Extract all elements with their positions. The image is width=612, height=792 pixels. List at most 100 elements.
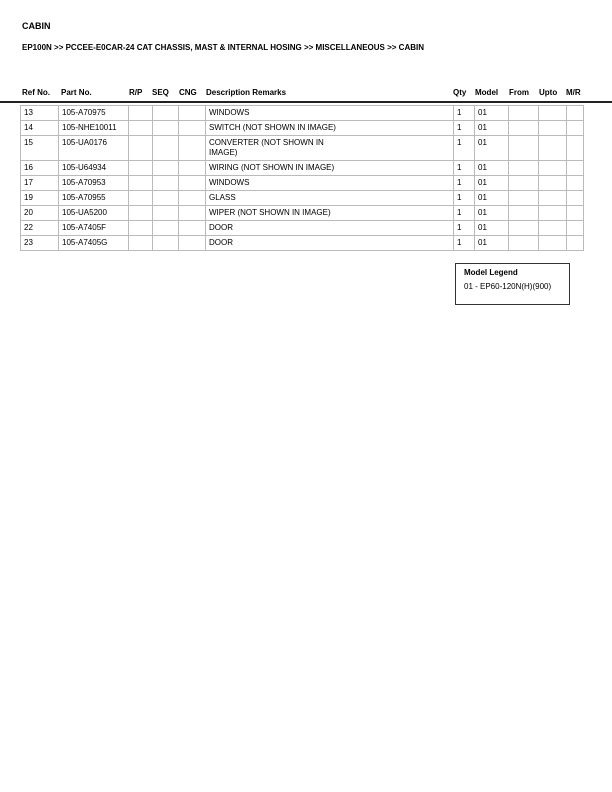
table-cell: SWITCH (NOT SHOWN IN IMAGE)	[205, 120, 454, 136]
table-cell	[152, 190, 179, 206]
table-cell	[152, 105, 179, 121]
column-header: CNG	[179, 88, 197, 97]
table-cell	[178, 220, 206, 236]
table-cell: 13	[20, 105, 59, 121]
table-cell: 20	[20, 205, 59, 221]
table-cell: 105-UA5200	[58, 205, 129, 221]
breadcrumb: EP100N >> PCCEE-E0CAR-24 CAT CHASSIS, MA…	[22, 43, 425, 52]
table-cell	[508, 105, 539, 121]
table-cell: 16	[20, 160, 59, 176]
table-cell	[152, 235, 179, 251]
table-cell: 23	[20, 235, 59, 251]
page-title: CABIN	[22, 21, 51, 31]
table-row: 17 105-A70953 WINDOWS 1 01	[20, 175, 584, 191]
table-cell	[508, 220, 539, 236]
table-cell	[178, 160, 206, 176]
table-row: 14 105-NHE10011 SWITCH (NOT SHOWN IN IMAGE…	[20, 120, 584, 136]
table-cell: 22	[20, 220, 59, 236]
table-cell	[128, 160, 153, 176]
table-cell	[128, 235, 153, 251]
table-cell	[538, 220, 567, 236]
table-cell: WIPER (NOT SHOWN IN IMAGE)	[205, 205, 454, 221]
table-cell: 01	[474, 105, 509, 121]
table-cell	[538, 235, 567, 251]
table-cell	[566, 135, 584, 161]
table-cell: 01	[474, 175, 509, 191]
table-cell: 105-A70953	[58, 175, 129, 191]
table-cell	[538, 175, 567, 191]
table-cell: 105-A70955	[58, 190, 129, 206]
table-cell	[178, 175, 206, 191]
table-cell	[152, 220, 179, 236]
table-cell	[152, 205, 179, 221]
table-cell	[178, 135, 206, 161]
table-cell	[508, 190, 539, 206]
table-cell	[178, 205, 206, 221]
parts-table: 13 105-A70975 WINDOWS 1 01 14 105-NHE10011 SWIT…	[20, 105, 584, 251]
table-cell: 105-A70975	[58, 105, 129, 121]
model-legend: Model Legend 01 - EP60-120N(H)(900)	[455, 263, 570, 305]
table-cell: 1	[453, 190, 475, 206]
table-cell: DOOR	[205, 220, 454, 236]
table-cell	[152, 120, 179, 136]
table-cell	[178, 105, 206, 121]
table-cell	[538, 120, 567, 136]
table-cell: 01	[474, 135, 509, 161]
table-cell	[508, 205, 539, 221]
table-cell	[566, 190, 584, 206]
table-cell	[566, 220, 584, 236]
column-header: From	[509, 88, 529, 97]
table-cell: 19	[20, 190, 59, 206]
table-cell	[128, 175, 153, 191]
table-cell	[566, 120, 584, 136]
table-cell: 17	[20, 175, 59, 191]
table-cell: 01	[474, 235, 509, 251]
column-header: M/R	[566, 88, 581, 97]
table-cell	[178, 120, 206, 136]
table-cell	[128, 135, 153, 161]
table-cell	[538, 160, 567, 176]
table-row: 15 105-UA0176 CONVERTER (NOT SHOWN IN IMAG…	[20, 135, 584, 161]
table-cell: 1	[453, 220, 475, 236]
table-cell	[152, 160, 179, 176]
table-cell: 1	[453, 205, 475, 221]
table-cell	[152, 175, 179, 191]
table-cell: 1	[453, 160, 475, 176]
table-cell: DOOR	[205, 235, 454, 251]
table-cell	[538, 105, 567, 121]
table-cell	[508, 235, 539, 251]
table-cell	[566, 105, 584, 121]
table-cell: CONVERTER (NOT SHOWN IN IMAGE)	[205, 135, 454, 161]
column-header: Description Remarks	[206, 88, 287, 97]
table-cell: 15	[20, 135, 59, 161]
table-row: 20 105-UA5200 WIPER (NOT SHOWN IN IMAGE) 1 0…	[20, 205, 584, 221]
table-cell	[178, 190, 206, 206]
table-cell: 105-A7405F	[58, 220, 129, 236]
table-cell: 01	[474, 120, 509, 136]
table-cell	[508, 120, 539, 136]
table-cell: 01	[474, 205, 509, 221]
table-cell: 1	[453, 135, 475, 161]
column-header: SEQ	[152, 88, 169, 97]
column-header: Ref No.	[22, 88, 50, 97]
model-legend-title: Model Legend	[464, 268, 518, 277]
table-cell: 105-U64934	[58, 160, 129, 176]
table-cell: 1	[453, 175, 475, 191]
table-cell	[128, 105, 153, 121]
table-row: 19 105-A70955 GLASS 1 01	[20, 190, 584, 206]
table-cell	[566, 205, 584, 221]
table-cell	[508, 175, 539, 191]
table-cell: WIRING (NOT SHOWN IN IMAGE)	[205, 160, 454, 176]
table-row: 16 105-U64934 WIRING (NOT SHOWN IN IMAGE) 1…	[20, 160, 584, 176]
column-header: Model	[475, 88, 499, 97]
table-cell: 105-A7405G	[58, 235, 129, 251]
table-cell: 105-NHE10011	[58, 120, 129, 136]
table-cell: 1	[453, 120, 475, 136]
table-cell	[566, 175, 584, 191]
table-row: 23 105-A7405G DOOR 1 01	[20, 235, 584, 251]
header-divider	[0, 101, 612, 103]
table-cell	[128, 120, 153, 136]
table-cell: 01	[474, 220, 509, 236]
table-cell: WINDOWS	[205, 175, 454, 191]
table-row: 13 105-A70975 WINDOWS 1 01	[20, 105, 584, 121]
